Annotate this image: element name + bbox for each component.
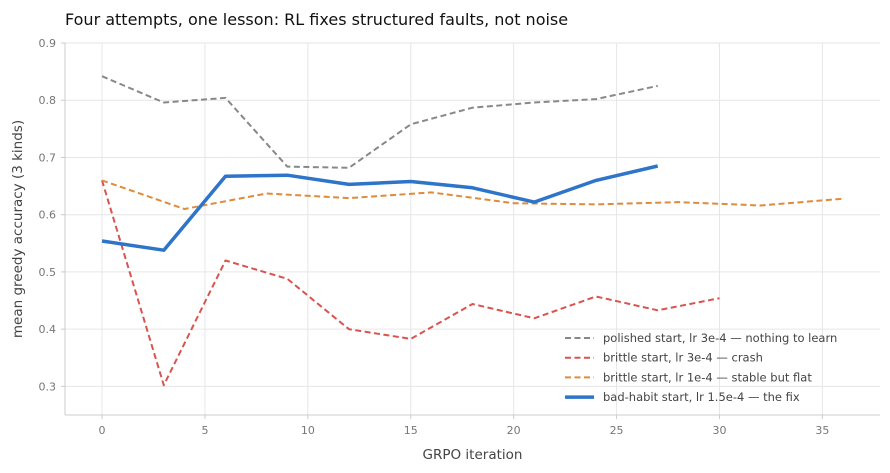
chart-title: Four attempts, one lesson: RL fixes stru… xyxy=(65,10,568,29)
x-tick-label: 30 xyxy=(712,424,726,437)
y-tick-label: 0.9 xyxy=(39,37,57,50)
y-tick-label: 0.4 xyxy=(39,323,57,336)
x-tick-label: 5 xyxy=(201,424,208,437)
x-tick-label: 15 xyxy=(404,424,418,437)
y-tick-label: 0.6 xyxy=(39,209,57,222)
y-tick-label: 0.3 xyxy=(39,380,57,393)
y-axis-label: mean greedy accuracy (3 kinds) xyxy=(10,120,26,338)
legend: polished start, lr 3e-4 — nothing to lea… xyxy=(565,331,837,404)
series-line-3 xyxy=(101,179,844,210)
x-tick-label: 20 xyxy=(507,424,521,437)
legend-label-1: polished start, lr 3e-4 — nothing to lea… xyxy=(603,331,837,345)
series-lines xyxy=(101,75,844,387)
x-tick-label: 25 xyxy=(610,424,624,437)
legend-label-3: brittle start, lr 1e-4 — stable but flat xyxy=(603,370,812,384)
x-axis-label: GRPO iteration xyxy=(423,447,523,463)
legend-label-2: brittle start, lr 3e-4 — crash xyxy=(603,351,763,365)
y-tick-label: 0.5 xyxy=(39,266,57,279)
y-tick-label: 0.7 xyxy=(39,151,57,164)
gridlines xyxy=(65,42,880,415)
legend-label-4: bad-habit start, lr 1.5e-4 — the fix xyxy=(603,390,800,404)
y-tick-label: 0.8 xyxy=(39,94,57,107)
series-line-1 xyxy=(101,75,658,169)
series-line-2 xyxy=(101,180,720,387)
x-tick-label: 10 xyxy=(301,424,315,437)
x-tick-label: 35 xyxy=(815,424,829,437)
x-tick-label: 0 xyxy=(99,424,106,437)
axes: 0 5 10 15 20 25 30 35 0.3 0.4 0.5 0.6 0.7 0.8 0.9 xyxy=(39,37,880,437)
series-line-4 xyxy=(101,164,659,252)
